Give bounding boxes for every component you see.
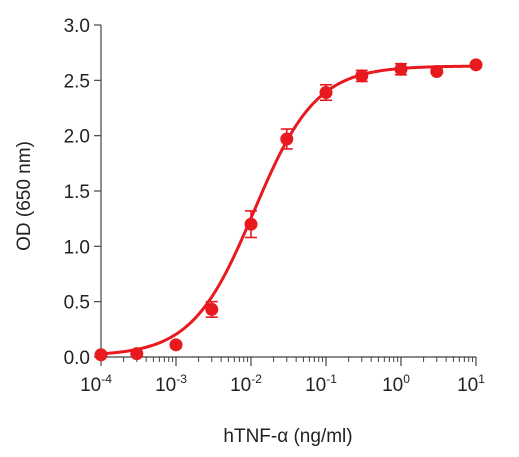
data-point [130, 347, 144, 361]
fit-curve [100, 64, 477, 356]
y-tick-label: 1.5 [64, 182, 90, 203]
axes: 0.0 0.5 1.0 1.5 2.0 2.5 3.0 10-4 10-3 10-2 10-1 100… [64, 16, 486, 396]
x-tick-label: 10-3 [155, 372, 187, 396]
data-point [394, 62, 408, 76]
y-tick-label: 2.0 [64, 127, 90, 148]
data-points [94, 58, 483, 362]
x-tick-label: 101 [457, 372, 485, 396]
x-tick-label: 10-4 [80, 372, 112, 396]
y-tick-label: 3.0 [64, 16, 90, 37]
y-tick-label: 0.5 [64, 293, 90, 314]
data-point [244, 217, 258, 231]
x-tick-label: 10-2 [230, 372, 262, 396]
data-point [430, 64, 444, 78]
data-point [355, 69, 369, 83]
data-point [469, 58, 483, 72]
data-point [205, 302, 219, 316]
x-axis-title: hTNF-α (ng/ml) [223, 426, 352, 447]
fit-curve-group [100, 64, 477, 356]
y-tick-label: 0.0 [64, 348, 90, 369]
data-point [169, 338, 183, 352]
y-tick-label: 1.0 [64, 237, 90, 258]
data-point [94, 348, 108, 362]
data-point [319, 86, 333, 100]
data-point [280, 132, 294, 146]
y-axis-title: OD (650 nm) [14, 141, 35, 251]
x-tick-label: 100 [382, 372, 410, 396]
y-tick-label: 2.5 [64, 71, 90, 92]
x-tick-label: 10-1 [305, 372, 337, 396]
